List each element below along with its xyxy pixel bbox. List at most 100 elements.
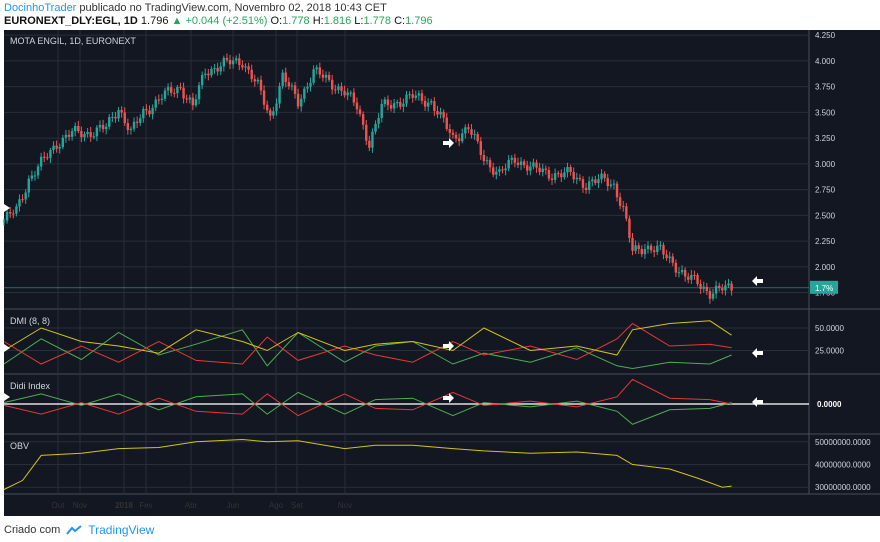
candle-body xyxy=(315,67,318,70)
candle-body xyxy=(417,93,421,96)
candle-body xyxy=(677,272,681,274)
candle-body xyxy=(272,111,275,116)
candle-body xyxy=(346,92,349,96)
arrow-right-icon xyxy=(443,341,454,351)
candle-body xyxy=(529,166,532,171)
time-tick-label: Ago xyxy=(269,501,284,510)
candle-body xyxy=(457,138,461,142)
author-link[interactable]: DocinhoTrader xyxy=(4,2,77,14)
y-tick-label: 40000000.0000 xyxy=(815,461,871,470)
candle-body xyxy=(396,101,399,104)
pane-title: OBV xyxy=(10,441,29,451)
candle-body xyxy=(662,245,665,255)
candle-body xyxy=(612,183,616,185)
publish-line: DocinhoTrader publicado no TradingView.c… xyxy=(4,2,387,14)
candle-body xyxy=(544,168,548,170)
candle-body xyxy=(411,94,414,98)
candle-body xyxy=(151,107,154,115)
candle-body xyxy=(290,85,294,87)
candle-body xyxy=(15,206,18,214)
candle-body xyxy=(516,162,520,165)
candle-body xyxy=(259,79,263,91)
candle-body xyxy=(64,134,68,138)
candle-body xyxy=(303,88,306,99)
candle-body xyxy=(160,98,164,100)
candle-body xyxy=(219,66,222,72)
time-tick-label: Nov xyxy=(338,501,352,510)
candle-body xyxy=(188,97,191,100)
y-tick-label: 2.250 xyxy=(815,237,836,246)
candle-body xyxy=(473,134,476,136)
candle-body xyxy=(241,65,244,68)
candle-body xyxy=(269,110,272,116)
candle-body xyxy=(510,157,513,160)
y-tick-label: 3.000 xyxy=(815,160,836,169)
candle-body xyxy=(563,172,566,178)
y-tick-label: 4.250 xyxy=(815,31,836,40)
candle-body xyxy=(718,285,721,288)
candle-body xyxy=(392,103,396,109)
candle-body xyxy=(52,145,55,151)
candle-body xyxy=(126,123,130,131)
y-tick-label: 2.750 xyxy=(815,186,836,195)
candle-body xyxy=(197,85,201,100)
candle-body xyxy=(55,145,58,149)
candle-body xyxy=(553,173,557,180)
candle-body xyxy=(123,112,126,124)
chart-canvas[interactable]: Out Nov 2018 Fev Abr Jun Ago Set Nov 4.250 4.000 3.… xyxy=(0,30,880,516)
obv-line xyxy=(3,438,732,490)
y-tick-label: 4.000 xyxy=(815,57,836,66)
candle-body xyxy=(67,134,71,137)
candle-body xyxy=(470,129,473,135)
candle-body xyxy=(182,87,185,99)
time-tick-label: Out xyxy=(52,501,66,510)
arrow-left-icon xyxy=(752,397,763,407)
candle-body xyxy=(207,73,210,76)
candle-body xyxy=(430,101,433,103)
candle-body xyxy=(584,187,588,191)
candle-body xyxy=(368,140,371,148)
candle-body xyxy=(491,167,495,175)
candle-body xyxy=(231,60,235,65)
candle-body xyxy=(117,109,120,119)
y-tick-label: 0.0000 xyxy=(817,400,842,409)
candle-body xyxy=(139,118,142,123)
candle-body xyxy=(433,101,436,112)
candle-body xyxy=(609,184,613,187)
candle-body xyxy=(176,87,179,94)
candle-body xyxy=(132,121,136,129)
candle-body xyxy=(179,87,182,89)
close-label: C: xyxy=(394,15,406,27)
close-value: 1.796 xyxy=(405,15,433,27)
y-tick-label: 25.0000 xyxy=(815,347,844,356)
candle-body xyxy=(83,133,86,138)
y-tick-label: 3.750 xyxy=(815,83,836,92)
candle-body xyxy=(80,131,83,138)
candle-body xyxy=(485,160,489,162)
candle-body xyxy=(721,287,724,291)
time-tick-label: Fev xyxy=(139,501,152,510)
candle-body xyxy=(358,109,362,115)
tradingview-brand[interactable]: TradingView xyxy=(88,523,155,537)
y-tick-label: 30000000.0000 xyxy=(815,483,871,492)
candle-body xyxy=(628,218,631,238)
candle-body xyxy=(154,99,157,108)
candle-body xyxy=(414,95,417,98)
candle-body xyxy=(61,137,65,148)
candle-body xyxy=(371,131,374,148)
candle-body xyxy=(408,94,411,96)
candle-body xyxy=(383,99,387,104)
ohlc-line: EURONEXT_DLY:EGL, 1D 1.796 ▲ +0.044 (+2.… xyxy=(4,15,433,27)
candle-body xyxy=(618,197,622,206)
candle-body xyxy=(92,136,95,138)
candle-body xyxy=(142,108,145,119)
candle-body xyxy=(498,169,501,172)
candle-body xyxy=(461,133,464,142)
candle-body xyxy=(668,256,671,259)
candle-body xyxy=(659,245,662,247)
candle-body xyxy=(705,286,709,292)
didi-fast-line xyxy=(3,391,732,425)
candle-body xyxy=(235,58,238,61)
candle-body xyxy=(622,205,625,207)
candle-body xyxy=(547,169,551,179)
